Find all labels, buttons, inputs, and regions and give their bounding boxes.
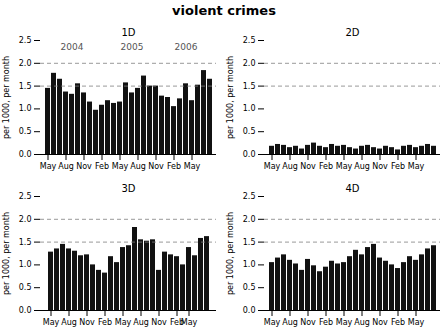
svg-text:0.5: 0.5 [19, 127, 32, 136]
svg-text:May: May [336, 162, 353, 171]
svg-text:Feb: Feb [167, 162, 181, 171]
svg-text:May: May [336, 318, 353, 327]
svg-text:0.0: 0.0 [19, 306, 32, 315]
svg-text:1.0: 1.0 [243, 260, 256, 269]
svg-text:per 1000, per month: per 1000, per month [2, 212, 11, 295]
svg-text:May: May [115, 318, 132, 327]
svg-text:Feb: Feb [391, 162, 405, 171]
svg-text:Aug: Aug [354, 318, 370, 327]
svg-text:Nov: Nov [300, 318, 316, 327]
svg-text:Nov: Nov [372, 162, 388, 171]
svg-text:1.5: 1.5 [19, 82, 32, 91]
svg-text:2.5: 2.5 [243, 36, 256, 45]
svg-text:2.0: 2.0 [19, 59, 32, 68]
svg-text:3D: 3D [121, 183, 135, 194]
svg-text:Nov: Nov [79, 318, 95, 327]
svg-text:0.5: 0.5 [243, 283, 256, 292]
svg-text:0.5: 0.5 [243, 127, 256, 136]
svg-text:1.5: 1.5 [243, 82, 256, 91]
svg-text:May: May [264, 162, 281, 171]
svg-text:0.0: 0.0 [243, 150, 256, 159]
svg-text:1.0: 1.0 [19, 260, 32, 269]
svg-text:Nov: Nov [148, 162, 164, 171]
svg-text:Aug: Aug [58, 162, 74, 171]
svg-text:May: May [112, 162, 129, 171]
svg-text:May: May [264, 318, 281, 327]
svg-text:1D: 1D [121, 27, 135, 38]
svg-text:per 1000, per month: per 1000, per month [2, 56, 11, 139]
svg-text:per 1000, per month: per 1000, per month [226, 56, 235, 139]
svg-text:2006: 2006 [175, 42, 198, 52]
svg-text:2D: 2D [345, 27, 359, 38]
svg-text:Nov: Nov [151, 318, 167, 327]
svg-text:Aug: Aug [282, 162, 298, 171]
svg-text:2.0: 2.0 [19, 215, 32, 224]
svg-text:2005: 2005 [121, 42, 144, 52]
svg-text:Feb: Feb [95, 162, 109, 171]
svg-text:4D: 4D [345, 183, 359, 194]
svg-text:0.0: 0.0 [19, 150, 32, 159]
svg-text:per 1000, per month: per 1000, per month [226, 212, 235, 295]
svg-text:2004: 2004 [61, 42, 84, 52]
svg-text:Feb: Feb [169, 318, 185, 328]
svg-text:1.0: 1.0 [19, 104, 32, 113]
svg-text:2.5: 2.5 [243, 192, 256, 201]
svg-text:1.0: 1.0 [243, 104, 256, 113]
svg-text:Aug: Aug [130, 162, 146, 171]
svg-text:Feb: Feb [98, 318, 112, 327]
svg-text:Feb: Feb [391, 318, 405, 327]
svg-text:May: May [408, 318, 425, 327]
svg-text:May: May [181, 318, 198, 327]
svg-text:May: May [408, 162, 425, 171]
svg-text:1.5: 1.5 [19, 238, 32, 247]
svg-text:Feb: Feb [319, 318, 333, 327]
svg-text:1.5: 1.5 [243, 238, 256, 247]
svg-text:Aug: Aug [354, 162, 370, 171]
html-text:violent crimes: violent crimes [172, 3, 276, 18]
svg-text:Aug: Aug [282, 318, 298, 327]
svg-text:Feb: Feb [319, 162, 333, 171]
svg-text:Nov: Nov [372, 318, 388, 327]
svg-text:Nov: Nov [300, 162, 316, 171]
svg-text:Aug: Aug [133, 318, 149, 327]
svg-text:2.0: 2.0 [243, 59, 256, 68]
svg-text:May: May [43, 318, 60, 327]
svg-text:May: May [184, 162, 201, 171]
svg-text:Aug: Aug [61, 318, 77, 327]
svg-text:May: May [40, 162, 57, 171]
svg-text:0.5: 0.5 [19, 283, 32, 292]
svg-text:2.0: 2.0 [243, 215, 256, 224]
svg-text:2.5: 2.5 [19, 192, 32, 201]
svg-text:0.0: 0.0 [243, 306, 256, 315]
svg-text:Nov: Nov [76, 162, 92, 171]
svg-text:2.5: 2.5 [19, 36, 32, 45]
